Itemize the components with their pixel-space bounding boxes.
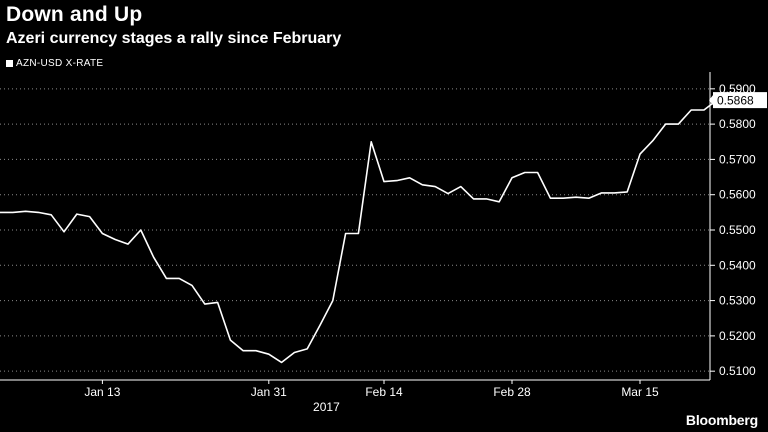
x-tick-label: Feb 28 <box>493 385 531 399</box>
x-tick-label: Mar 15 <box>621 385 659 399</box>
grid-lines <box>0 88 710 372</box>
legend-swatch <box>6 60 13 67</box>
series-line <box>0 99 730 364</box>
last-value-badge <box>713 92 767 109</box>
y-tick-label: 0.5100 <box>719 364 756 378</box>
chart-title: Down and Up <box>6 3 143 26</box>
series-layer <box>0 99 730 364</box>
y-tick-label: 0.5200 <box>719 329 756 343</box>
legend-label: AZN-USD X-RATE <box>16 58 104 69</box>
x-tick-label: Jan 13 <box>84 385 120 399</box>
y-tick-label: 0.5300 <box>719 294 756 308</box>
y-tick-label: 0.5700 <box>719 152 756 166</box>
y-tick-label: 0.5500 <box>719 223 756 237</box>
tick-labels: 0.5100 0.5200 0.5300 0.5400 0.5500 0.5600 0.57… <box>84 82 767 414</box>
y-tick-label: 0.5600 <box>719 188 756 202</box>
x-tick-label: Jan 31 <box>251 385 287 399</box>
y-tick-label: 0.5400 <box>719 258 756 272</box>
last-value-pointer <box>709 95 713 106</box>
axes <box>0 72 715 384</box>
legend: AZN-USD X-RATE <box>6 58 103 69</box>
bloomberg-logo: Bloomberg <box>685 412 758 428</box>
chart-subtitle: Azeri currency stages a rally since Febr… <box>6 30 342 47</box>
x-tick-label: Feb 14 <box>365 385 403 399</box>
y-tick-label: 0.5800 <box>719 117 756 131</box>
last-value-label: 0.5868 <box>717 94 754 108</box>
x-year-label: 2017 <box>313 400 340 414</box>
